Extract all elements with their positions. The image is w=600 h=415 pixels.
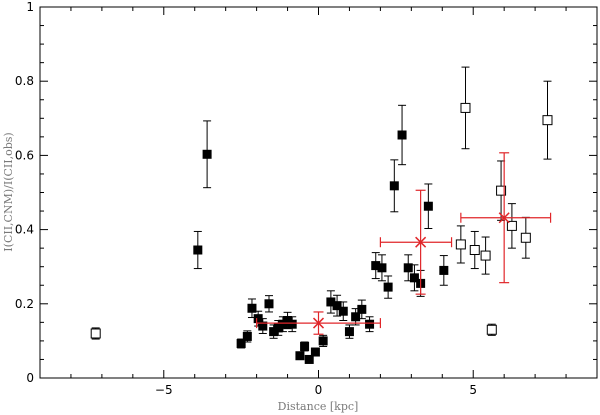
open-square-point [486, 323, 497, 336]
filled-square-point [318, 334, 328, 347]
filled-square-point [338, 301, 348, 321]
filled-square-point [365, 316, 375, 333]
square-marker [253, 314, 263, 324]
open-square-point [455, 225, 466, 264]
square-marker [283, 315, 293, 325]
open-square-point [542, 80, 553, 160]
square-marker [242, 331, 252, 341]
red-cross-point [460, 152, 552, 284]
y-tick-label: 0.2 [15, 297, 34, 311]
filled-square-point [371, 252, 381, 280]
square-marker [371, 261, 381, 271]
filled-square-point [332, 294, 342, 317]
square-marker [310, 347, 320, 357]
x-tick-label: 0 [315, 383, 323, 397]
square-marker [287, 319, 297, 329]
square-marker [486, 324, 497, 335]
x-tick-label: −5 [155, 383, 173, 397]
square-marker [351, 312, 361, 322]
filled-square-point [258, 318, 268, 334]
square-marker [304, 354, 314, 364]
y-tick-label: 1 [26, 0, 34, 14]
square-marker [365, 319, 375, 329]
square-marker [403, 263, 413, 273]
filled-square-point [423, 183, 433, 229]
data-points [90, 66, 553, 364]
square-marker [423, 201, 433, 211]
filled-square-point [202, 120, 212, 189]
square-marker [264, 299, 274, 309]
open-square-point [460, 66, 471, 150]
filled-square-point [295, 351, 305, 361]
filled-square-point [409, 264, 419, 292]
tick-labels: −5 0 5 0 0.2 0.4 0.6 0.8 1 [15, 0, 477, 397]
filled-square-point [310, 347, 320, 357]
square-marker [90, 328, 101, 339]
filled-square-point [389, 159, 399, 213]
x-axis-label: Distance [kpc] [278, 400, 359, 413]
filled-square-point [326, 290, 336, 314]
filled-square-point [383, 275, 393, 299]
square-marker [236, 338, 246, 348]
cross-marker [415, 236, 427, 248]
square-marker [338, 306, 348, 316]
x-tick-label: 5 [469, 383, 477, 397]
y-axis-label: I(CII,CNM)/I(CII,obs) [2, 132, 15, 251]
filled-square-point [264, 295, 274, 313]
square-marker [542, 115, 553, 126]
square-marker [469, 245, 480, 256]
red-cross-point [379, 189, 453, 295]
square-marker [258, 321, 268, 331]
y-tick-label: 0.6 [15, 148, 34, 162]
square-marker [397, 130, 407, 140]
square-marker [300, 341, 310, 351]
filled-square-point [242, 330, 252, 343]
axis-ticks [39, 6, 598, 379]
square-marker [344, 327, 354, 337]
red-cross-point [256, 311, 381, 335]
square-marker [295, 351, 305, 361]
filled-square-point [357, 299, 367, 320]
square-marker [332, 301, 342, 311]
square-marker [520, 232, 531, 243]
y-tick-label: 0.4 [15, 223, 34, 237]
filled-square-point [193, 230, 203, 270]
filled-square-point [439, 255, 449, 286]
square-marker [389, 181, 399, 191]
square-marker [455, 239, 466, 250]
filled-square-point [300, 341, 310, 352]
square-marker [318, 336, 328, 346]
square-marker [480, 250, 491, 261]
square-marker [439, 265, 449, 275]
filled-square-point [377, 254, 387, 282]
open-square-point [469, 230, 480, 270]
square-marker [269, 327, 279, 337]
square-marker [409, 273, 419, 283]
open-square-point [520, 216, 531, 259]
square-marker [506, 220, 517, 231]
square-marker [193, 245, 203, 255]
square-marker [377, 263, 387, 273]
square-marker [496, 185, 507, 196]
open-square-point [480, 236, 491, 275]
open-square-point [506, 203, 517, 249]
open-square-point [90, 327, 101, 340]
square-marker [247, 303, 257, 313]
filled-square-point [344, 324, 354, 339]
square-marker [460, 102, 471, 113]
square-marker [357, 304, 367, 314]
y-tick-label: 0 [26, 371, 34, 385]
cross-marker [498, 212, 510, 224]
filled-square-point [287, 316, 297, 333]
square-marker [202, 149, 212, 159]
cross-marker [312, 317, 325, 329]
square-marker [273, 323, 283, 333]
y-tick-label: 0.8 [15, 74, 34, 88]
square-marker [278, 319, 288, 329]
filled-square-point [397, 104, 407, 166]
square-marker [326, 297, 336, 307]
square-marker [383, 282, 393, 292]
